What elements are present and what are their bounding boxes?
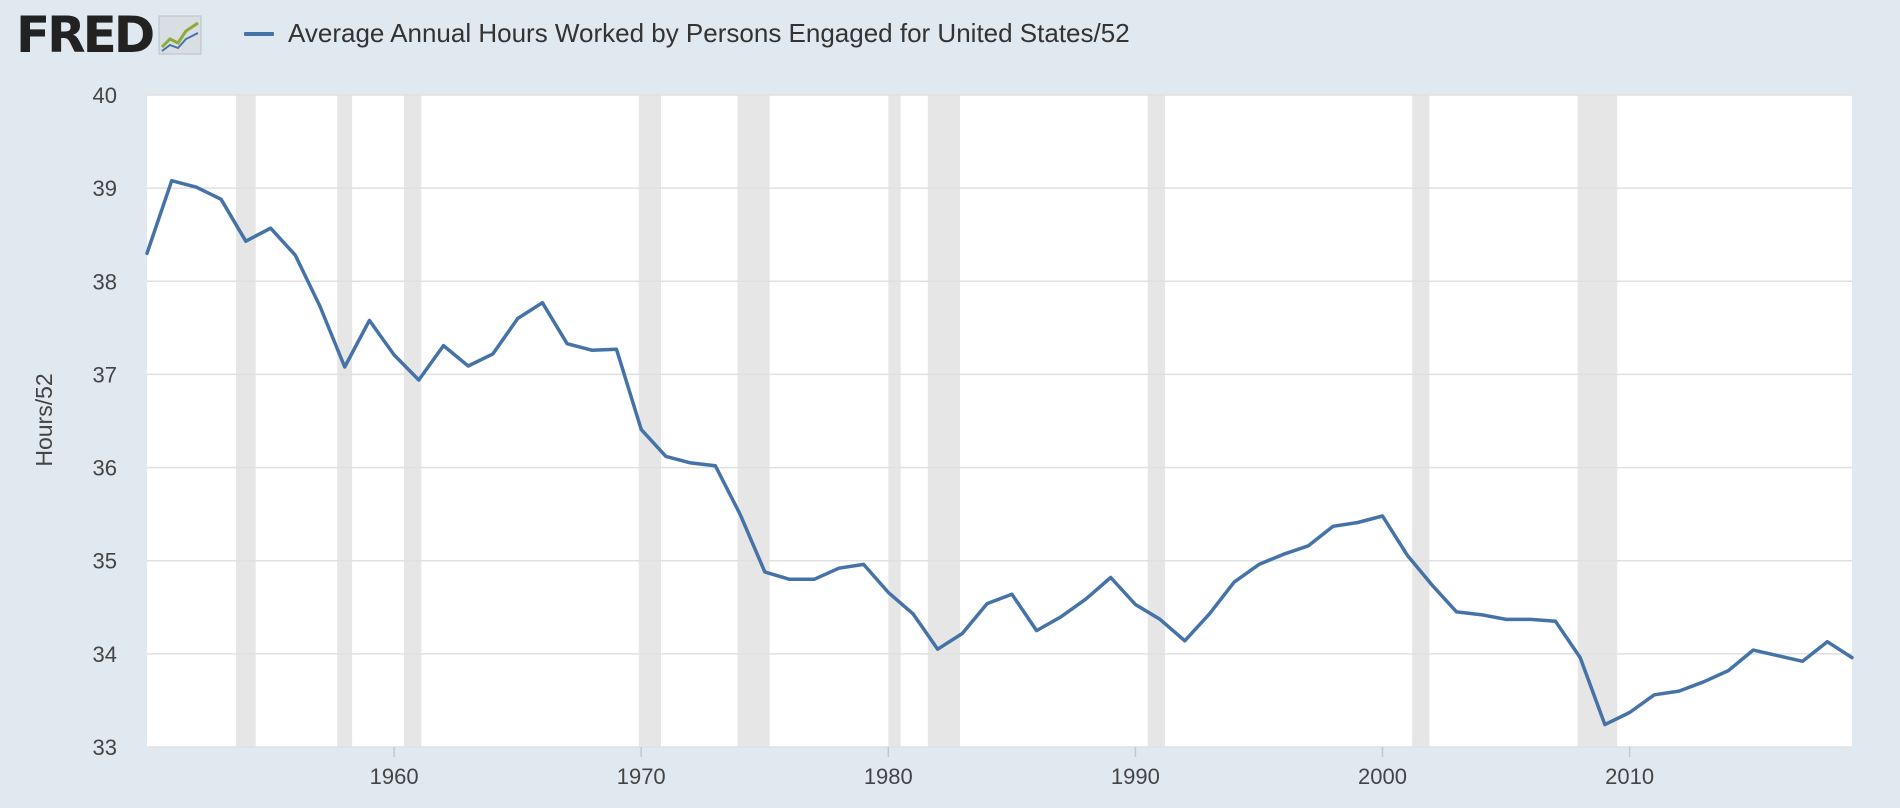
recession-band xyxy=(1147,95,1166,747)
series-layer xyxy=(145,178,1854,727)
y-axis-ticks: 33 34 35 36 37 38 39 40 xyxy=(93,83,117,760)
y-tick-label: 39 xyxy=(93,176,117,201)
recession-band xyxy=(1577,95,1618,747)
y-tick-label: 40 xyxy=(93,83,117,108)
x-tick-label: 1960 xyxy=(370,764,419,789)
recession-band xyxy=(927,95,960,747)
recession-band xyxy=(1412,95,1430,747)
recession-bands xyxy=(235,95,1618,747)
series-line xyxy=(145,178,1854,727)
x-tick-label: 2000 xyxy=(1358,764,1407,789)
recession-band xyxy=(737,95,770,747)
legend-label: Average Annual Hours Worked by Persons E… xyxy=(288,18,1130,48)
fred-logo-text: FRED xyxy=(16,6,155,64)
y-tick-label: 35 xyxy=(93,549,117,574)
y-axis-title: Hours/52 xyxy=(31,373,57,466)
x-tick-label: 1990 xyxy=(1111,764,1160,789)
chart-legend[interactable]: Average Annual Hours Worked by Persons E… xyxy=(244,18,1130,49)
x-tick-label: 1970 xyxy=(617,764,666,789)
x-axis-ticks: 1960 1970 1980 1990 2000 2010 xyxy=(370,747,1654,789)
fred-logo[interactable]: FRED xyxy=(16,10,202,60)
y-tick-label: 38 xyxy=(93,269,117,294)
chart-header: FRED Average Annual Hours Worked by Pers… xyxy=(0,0,1900,80)
y-tick-label: 33 xyxy=(93,735,117,760)
y-tick-label: 36 xyxy=(93,456,117,481)
x-tick-label: 1980 xyxy=(864,764,913,789)
y-tick-label: 34 xyxy=(93,642,117,667)
recession-band xyxy=(403,95,422,747)
legend-swatch xyxy=(244,31,274,36)
recession-band xyxy=(888,95,901,747)
recession-band xyxy=(638,95,661,747)
gridlines xyxy=(147,94,1852,748)
y-tick-label: 37 xyxy=(93,362,117,387)
line-graph-icon xyxy=(158,15,202,55)
x-tick-label: 2010 xyxy=(1605,764,1654,789)
recession-band xyxy=(235,95,256,747)
recession-band xyxy=(337,95,353,747)
